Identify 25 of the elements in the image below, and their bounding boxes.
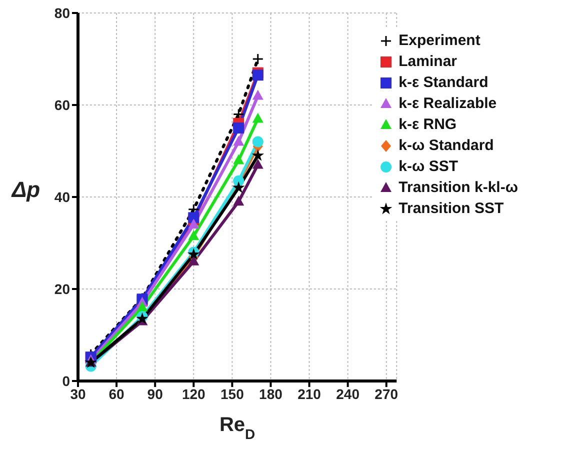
legend-label: Laminar [398, 53, 457, 70]
x-tick-label: 180 [259, 386, 283, 402]
legend-label: k-ε Standard [398, 74, 488, 91]
y-tick-label: 40 [54, 188, 70, 205]
legend-label: Transition SST [398, 200, 504, 217]
y-tick-label: 20 [54, 280, 70, 297]
x-tick-label: 30 [70, 386, 86, 402]
y-axis-title: Δp [10, 177, 40, 202]
legend-label: Experiment [398, 32, 480, 49]
y-tick-label: 0 [62, 372, 70, 389]
x-tick-label: 150 [220, 386, 244, 402]
x-tick-label: 210 [298, 386, 322, 402]
x-axis-title: Re$_{D}$ [219, 414, 256, 442]
legend-label: k-ε Realizable [398, 95, 497, 112]
x-tick-label: 60 [108, 386, 125, 402]
legend-label: k-ω SST [398, 158, 458, 175]
x-tick-label: 240 [336, 386, 360, 402]
x-tick-label: 270 [374, 386, 398, 402]
y-tick-label: 80 [54, 4, 70, 21]
x-tick-label: 90 [147, 386, 164, 402]
legend-label: Transition k-kl-ω [398, 179, 518, 196]
x-tick-label: 120 [182, 386, 206, 402]
legend-label: k-ε RNG [398, 116, 457, 133]
legend-label: k-ω Standard [398, 137, 494, 154]
y-tick-label: 60 [54, 96, 70, 113]
